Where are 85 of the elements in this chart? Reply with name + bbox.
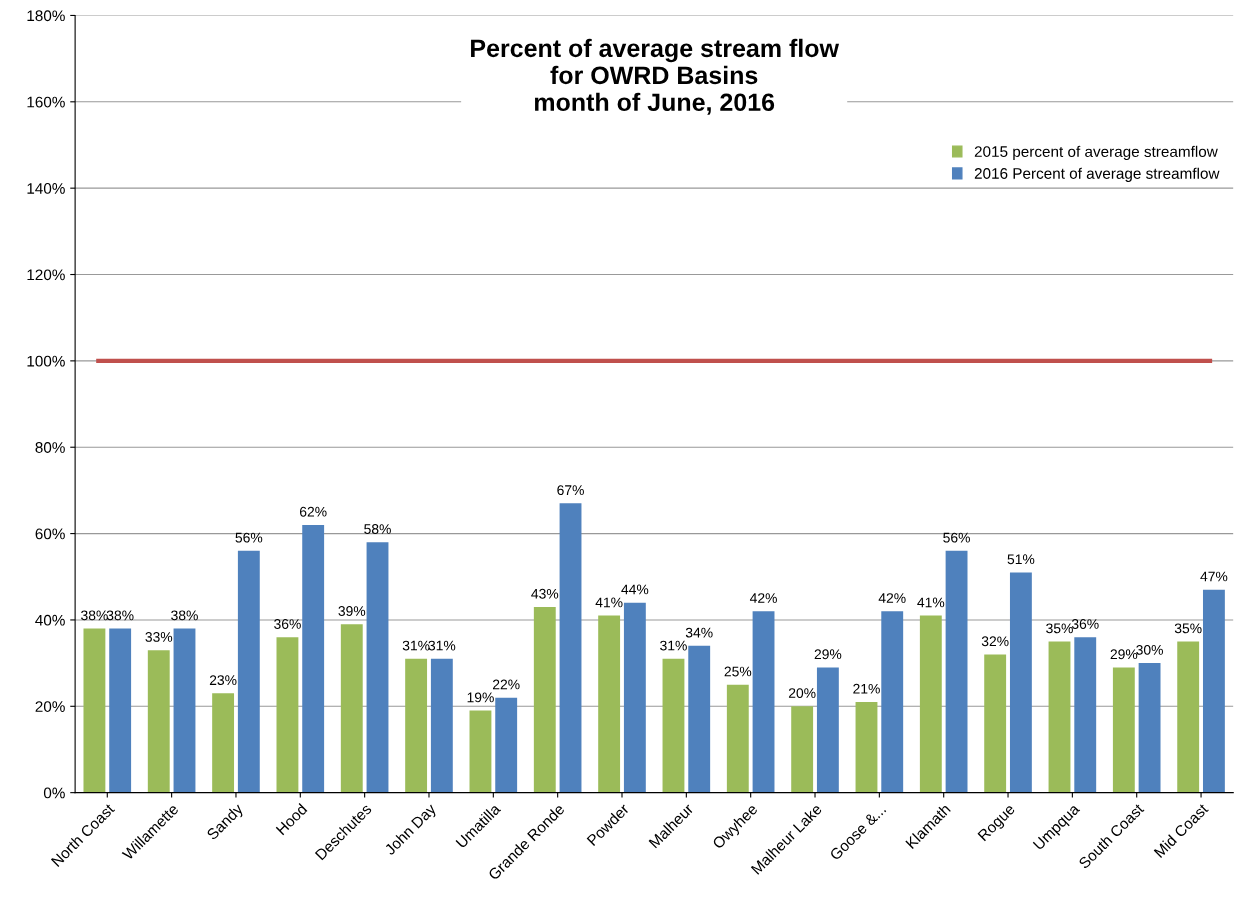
data-label: 41% [917,597,945,608]
data-label: 29% [814,649,842,660]
bar [533,606,556,793]
data-label: 35% [1046,623,1073,634]
data-label: 56% [943,532,970,543]
data-label: 58% [364,524,391,534]
data-label: 47% [1200,571,1228,582]
data-label: 34% [685,627,713,638]
data-label: 32% [981,636,1009,647]
data-label: 31% [402,640,430,651]
bar [726,684,749,793]
bar [1202,589,1225,793]
bar [1048,641,1071,793]
data-label: 38% [106,610,134,621]
bar [598,615,621,793]
y-tick-label: 100% [27,355,65,367]
bar [430,658,453,793]
bar [1138,663,1161,793]
bar [83,628,106,793]
data-label: 42% [878,593,906,603]
bar [1112,667,1135,793]
data-label: 23% [209,675,237,686]
bar [237,550,260,793]
y-tick-label: 120% [27,269,65,281]
bar [276,637,299,793]
bar [212,693,235,793]
y-tick-label: 0% [43,787,65,799]
bar [752,611,775,793]
data-label: 21% [853,683,880,694]
data-label: 22% [492,679,520,690]
bar [688,645,711,793]
bar [1074,637,1097,793]
y-tick-label: 180% [27,10,65,22]
bar [469,710,492,793]
data-label: 36% [1071,619,1099,629]
bar [855,701,878,793]
data-label: 41% [595,597,623,608]
bar [147,650,170,793]
data-label: 30% [1136,644,1163,655]
bar [405,658,428,793]
data-label: 20% [788,688,816,698]
bar [984,654,1007,793]
data-label: 25% [724,666,752,677]
data-label: 43% [531,588,559,599]
bar [623,602,646,793]
data-label: 56% [235,532,263,543]
bar [662,658,685,793]
data-label: 31% [428,640,456,651]
data-label: 39% [338,606,366,616]
y-tick-label: 20% [35,701,65,712]
bar [109,628,132,793]
y-tick-label: 140% [27,183,65,194]
data-label: 38% [81,610,108,621]
data-label: 31% [660,640,687,651]
data-label: 35% [1174,623,1202,634]
bar [945,550,968,793]
y-tick-label: 60% [35,528,65,540]
bar [302,524,325,793]
bar [559,503,582,793]
bar [816,667,839,793]
data-label: 19% [467,692,494,703]
legend-label: 2015 percent of average streamflow [974,145,1218,161]
data-label: 38% [171,610,198,621]
bar [366,542,389,793]
legend-label: 2016 Percent of average streamflow [974,167,1220,182]
data-label: 42% [749,593,777,603]
y-tick-label: 80% [35,442,65,453]
bar [495,697,518,793]
data-label: 36% [274,619,301,629]
data-label: 44% [621,584,649,595]
bar [791,706,814,793]
data-label: 67% [557,485,584,496]
bar [1177,641,1200,793]
data-label: 29% [1110,649,1138,660]
data-label: 62% [299,506,327,517]
bar [173,628,196,793]
bar [1009,572,1032,793]
bar [340,624,363,793]
y-tick-label: 160% [27,96,65,108]
text: Percent of average stream flow for OWRD Basins month of June, 2016 [471,38,840,115]
bar [881,611,904,793]
bar [919,615,942,793]
data-label: 51% [1007,554,1035,565]
data-label: 33% [145,632,173,642]
y-tick-label: 40% [35,614,65,626]
